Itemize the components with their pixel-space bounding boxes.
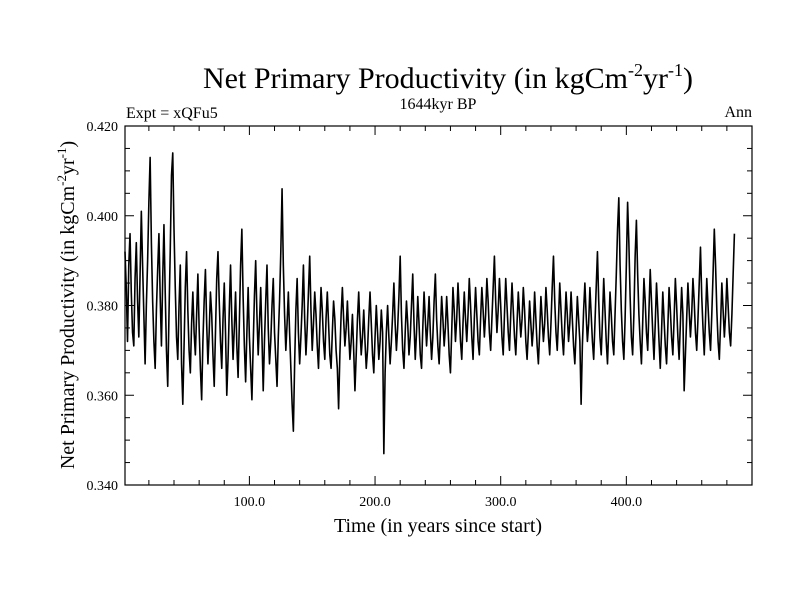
y-tick-label: 0.380 [87,300,119,315]
x-axis-label: Time (in years since start) [334,515,542,537]
y-tick-labels: 0.340 0.360 0.380 0.400 0.420 [87,120,119,494]
y-tick-label: 0.340 [87,479,119,494]
y-axis-label: Net Primary Productivity (in kgCm-2yr-1) [54,141,79,469]
x-tick-labels: 100.0 200.0 300.0 400.0 [234,495,642,510]
chart-title-sup2: -1 [668,60,683,80]
x-tick-label: 100.0 [234,495,266,510]
chart-title-mid: yr [643,62,668,95]
chart-title: Net Primary Productivity (in kgCm-2yr-1) [203,60,693,95]
y-tick-label: 0.360 [87,389,119,404]
experiment-label: Expt = xQFu5 [126,105,218,122]
chart-title-sup1: -2 [628,60,643,80]
axis-ticks [125,125,752,486]
y-axis-label-sup1: -2 [54,175,69,186]
x-tick-label: 300.0 [485,495,517,510]
npp-series-line [124,152,736,455]
chart-title-main: Net Primary Productivity (in kgCm [203,62,628,95]
y-axis-label-main: Net Primary Productivity (in kgCm [57,185,79,469]
y-axis-label-mid: yr [57,158,79,175]
period-label: 1644kyr BP [400,96,477,113]
y-tick-label: 0.400 [87,210,119,225]
y-tick-label: 0.420 [87,120,119,135]
season-label: Ann [724,104,752,121]
x-tick-label: 200.0 [359,495,391,510]
y-axis-label-sup2: -1 [54,148,69,159]
x-tick-label: 400.0 [611,495,643,510]
chart-title-end: ) [683,62,693,95]
y-axis-label-end: ) [57,141,79,148]
